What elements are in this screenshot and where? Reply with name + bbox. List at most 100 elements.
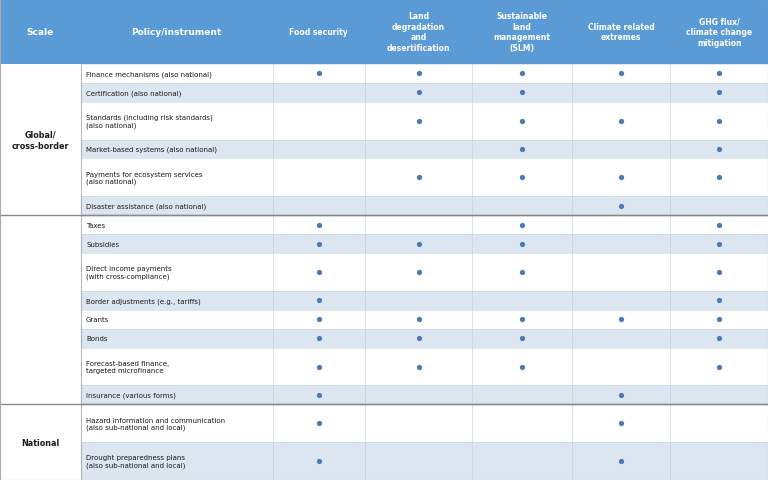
Bar	[572, 253, 670, 291]
Bar	[0, 405, 81, 480]
Bar	[365, 103, 472, 140]
Bar	[81, 291, 273, 310]
Bar	[572, 197, 670, 216]
Text: Payments for ecosystem services
(also national): Payments for ecosystem services (also na…	[86, 171, 203, 185]
Bar	[472, 405, 572, 442]
Bar	[81, 103, 273, 140]
Bar	[472, 159, 572, 197]
Bar	[365, 253, 472, 291]
Bar	[273, 197, 365, 216]
Bar	[365, 140, 472, 159]
Bar	[572, 310, 670, 329]
Bar	[670, 348, 768, 385]
Bar	[472, 291, 572, 310]
Bar	[572, 103, 670, 140]
Text: Certification (also national): Certification (also national)	[86, 90, 181, 96]
Bar	[472, 65, 572, 84]
Bar	[572, 329, 670, 348]
Bar	[670, 442, 768, 480]
Text: GHG flux/
climate change
mitigation: GHG flux/ climate change mitigation	[686, 17, 753, 48]
Text: Forecast-based finance,
targeted microfinance: Forecast-based finance, targeted microfi…	[86, 360, 169, 373]
Bar	[365, 65, 472, 84]
Bar	[670, 197, 768, 216]
Bar	[365, 197, 472, 216]
Bar	[273, 385, 365, 405]
Bar	[670, 65, 768, 84]
Bar	[572, 348, 670, 385]
Bar	[472, 0, 572, 65]
Text: Scale: Scale	[27, 28, 54, 37]
Bar	[81, 385, 273, 405]
Bar	[81, 329, 273, 348]
Bar	[273, 235, 365, 253]
Bar	[472, 216, 572, 235]
Bar	[81, 348, 273, 385]
Bar	[273, 84, 365, 103]
Bar	[670, 140, 768, 159]
Text: Drought preparedness plans
(also sub-national and local): Drought preparedness plans (also sub-nat…	[86, 455, 185, 468]
Bar	[572, 140, 670, 159]
Bar	[81, 310, 273, 329]
Bar	[81, 216, 273, 235]
Bar	[81, 405, 273, 442]
Bar	[365, 385, 472, 405]
Bar	[365, 348, 472, 385]
Bar	[273, 329, 365, 348]
Bar	[572, 65, 670, 84]
Bar	[670, 291, 768, 310]
Bar	[81, 442, 273, 480]
Text: Market-based systems (also national): Market-based systems (also national)	[86, 146, 217, 153]
Bar	[273, 291, 365, 310]
Bar	[81, 140, 273, 159]
Bar	[273, 159, 365, 197]
Bar	[670, 310, 768, 329]
Bar	[365, 310, 472, 329]
Text: Subsidies: Subsidies	[86, 241, 119, 247]
Bar	[670, 329, 768, 348]
Bar	[365, 442, 472, 480]
Bar	[365, 0, 472, 65]
Text: Insurance (various forms): Insurance (various forms)	[86, 392, 176, 398]
Bar	[472, 442, 572, 480]
Bar	[472, 197, 572, 216]
Bar	[273, 442, 365, 480]
Text: Land
degradation
and
desertification: Land degradation and desertification	[387, 12, 450, 53]
Bar	[273, 216, 365, 235]
Bar	[572, 84, 670, 103]
Bar	[472, 253, 572, 291]
Bar	[273, 65, 365, 84]
Bar	[273, 405, 365, 442]
Bar	[572, 235, 670, 253]
Bar	[670, 253, 768, 291]
Bar	[670, 385, 768, 405]
Bar	[0, 65, 81, 216]
Bar	[273, 103, 365, 140]
Bar	[81, 84, 273, 103]
Bar	[670, 216, 768, 235]
Bar	[273, 348, 365, 385]
Bar	[572, 442, 670, 480]
Bar	[81, 65, 273, 84]
Text: National: National	[22, 438, 59, 447]
Bar	[273, 310, 365, 329]
Bar	[365, 291, 472, 310]
Bar	[670, 235, 768, 253]
Text: Grants: Grants	[86, 317, 109, 323]
Bar	[572, 216, 670, 235]
Bar	[365, 216, 472, 235]
Bar	[670, 103, 768, 140]
Bar	[0, 0, 81, 65]
Text: Hazard information and communication
(also sub-national and local): Hazard information and communication (al…	[86, 417, 225, 430]
Bar	[472, 310, 572, 329]
Bar	[365, 329, 472, 348]
Text: Finance mechanisms (also national): Finance mechanisms (also national)	[86, 71, 212, 77]
Text: Sustainable
land
management
(SLM): Sustainable land management (SLM)	[494, 12, 551, 53]
Text: Standards (including risk standards)
(also national): Standards (including risk standards) (al…	[86, 114, 213, 129]
Bar	[365, 235, 472, 253]
Text: Direct income payments
(with cross-compliance): Direct income payments (with cross-compl…	[86, 265, 171, 279]
Bar	[670, 84, 768, 103]
Text: Disaster assistance (also national): Disaster assistance (also national)	[86, 203, 207, 210]
Bar	[81, 0, 273, 65]
Bar	[670, 405, 768, 442]
Bar	[273, 140, 365, 159]
